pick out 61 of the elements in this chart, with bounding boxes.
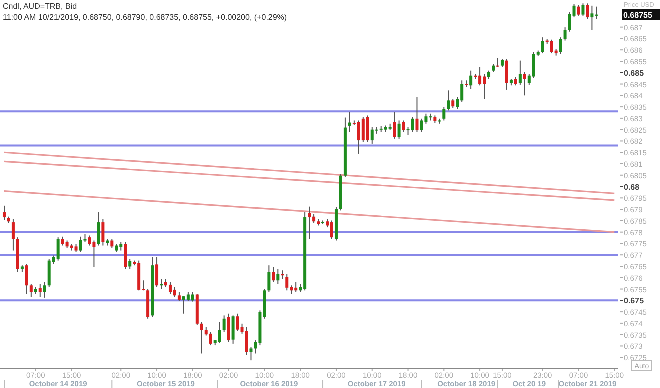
- candlestick: [541, 37, 544, 54]
- y-tick-label: 0.675: [624, 296, 645, 306]
- candlestick: [43, 282, 46, 298]
- candlestick: [12, 218, 15, 252]
- candlestick: [505, 58, 508, 90]
- candlestick: [393, 112, 396, 140]
- candlestick: [577, 4, 580, 16]
- candlestick: [582, 3, 585, 16]
- chart-title: Cndl, AUD=TRB, Bid: [3, 2, 78, 11]
- candlestick: [330, 220, 334, 240]
- candlestick: [416, 96, 419, 133]
- candlestick: [470, 70, 473, 90]
- candlestick: [156, 256, 159, 288]
- candlestick: [178, 292, 181, 302]
- candlestick: [447, 90, 450, 112]
- candlestick: [586, 3, 590, 20]
- candlestick: [250, 346, 253, 362]
- candlestick: [38, 284, 42, 298]
- candlestick: [173, 286, 176, 298]
- candlestick: [523, 72, 526, 96]
- candlestick: [128, 258, 132, 270]
- candlestick: [268, 265, 271, 293]
- candlestick: [308, 206, 312, 240]
- candlestick: [496, 58, 500, 68]
- text: 0.68755: [624, 10, 653, 20]
- y-tick-label: 0.68: [624, 182, 640, 192]
- candlestick: [398, 120, 401, 140]
- candlestick: [102, 218, 105, 246]
- candlestick: [30, 284, 33, 298]
- candlestick: [348, 112, 352, 133]
- candlestick: [442, 106, 446, 122]
- candlestick: [218, 322, 222, 344]
- candlestick: [124, 242, 128, 270]
- candlestick: [2, 205, 6, 221]
- candlestick: [79, 236, 82, 253]
- candlestick: [209, 332, 212, 346]
- candlestick: [590, 5, 594, 31]
- candlestick: [276, 268, 280, 285]
- candlestick: [420, 118, 424, 133]
- candlestick: [88, 235, 92, 246]
- candlestick: [97, 212, 100, 246]
- candlestick: [227, 313, 230, 343]
- candlestick: [25, 263, 28, 295]
- candlestick: [411, 116, 414, 133]
- candlestick: [160, 278, 164, 290]
- candlestick: [232, 315, 235, 344]
- candlestick: [402, 120, 406, 133]
- candlestick: [559, 37, 562, 55]
- y-tick-label: 0.685: [624, 68, 645, 78]
- candlestick: [452, 98, 455, 109]
- candlestick: [564, 27, 567, 42]
- candlestick: [222, 315, 226, 333]
- candlestick: [272, 266, 276, 283]
- candlestick: [245, 326, 248, 356]
- candlestick: [286, 274, 289, 292]
- candlestick: [518, 60, 522, 86]
- candlestick: [366, 115, 370, 143]
- candlestick: [191, 292, 194, 302]
- candlestick: [200, 322, 204, 354]
- text: 11:00 AM 10/21/2019, 0.68750, 0.68790, 0.68735, 0.68755, +0.00200, (+0.29%): [3, 13, 288, 22]
- candlestick: [56, 237, 60, 262]
